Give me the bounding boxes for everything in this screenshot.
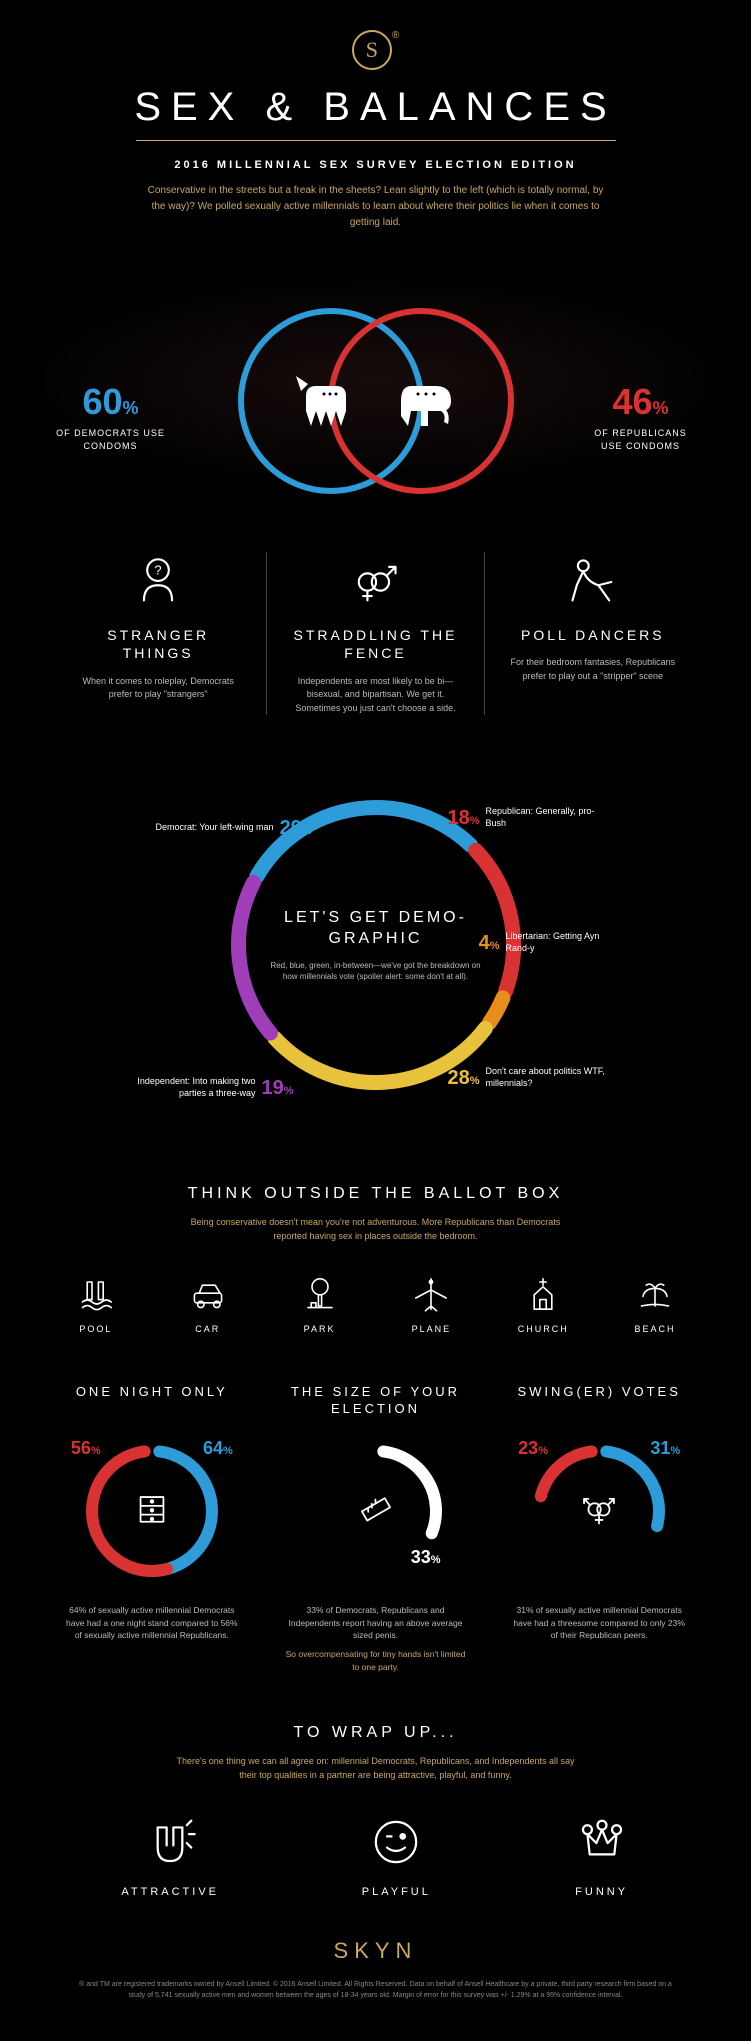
dancer-icon xyxy=(510,552,676,612)
ballot-title: THINK OUTSIDE THE BALLOT BOX xyxy=(50,1185,701,1203)
church-icon xyxy=(487,1274,599,1314)
democrat-stat: 60% OF DEMOCRATS USE CONDOMS xyxy=(56,381,166,452)
subtitle: 2016 MILLENNIAL SEX SURVEY ELECTION EDIT… xyxy=(50,159,701,171)
place-park: PARK xyxy=(264,1274,376,1334)
republican-stat: 46% OF REPUBLICANS USE CONDOMS xyxy=(586,381,696,452)
donut-label: 4% Libertarian: Getting Ayn Rand-y xyxy=(479,930,626,956)
reg-mark: ® xyxy=(392,30,399,41)
fact-body: Independents are most likely to be bi—bi… xyxy=(292,675,458,716)
wrapup-body: There's one thing we can all agree on: m… xyxy=(176,1754,576,1783)
gender-combo-icon xyxy=(292,552,458,612)
place-plane: PLANE xyxy=(375,1274,487,1334)
fact-title: STRADDLING THE FENCE xyxy=(292,626,458,662)
gauge-2: SWING(ER) VOTES 31%23% 31% of sexually a… xyxy=(497,1384,701,1674)
place-pool: POOL xyxy=(40,1274,152,1334)
fact-title: POLL DANCERS xyxy=(510,626,676,644)
gauges-row: ONE NIGHT ONLY 64%56% 64% of sexually ac… xyxy=(50,1384,701,1674)
beach-icon xyxy=(599,1274,711,1314)
place-car: CAR xyxy=(152,1274,264,1334)
park-icon xyxy=(264,1274,376,1314)
intro-text: Conservative in the streets but a freak … xyxy=(146,183,606,231)
wrapup-attractive: ATTRACTIVE xyxy=(121,1812,219,1898)
main-title: SEX & BALANCES xyxy=(50,85,701,130)
gauge-body: 31% of sexually active millennial Democr… xyxy=(509,1604,689,1642)
gauge-title: SWING(ER) VOTES xyxy=(497,1384,701,1418)
fact-col-1: STRADDLING THE FENCE Independents are mo… xyxy=(267,552,484,715)
place-church: CHURCH xyxy=(487,1274,599,1334)
fact-col-2: POLL DANCERS For their bedroom fantasies… xyxy=(485,552,701,715)
logo-top: S® xyxy=(50,30,701,70)
gauge-1: THE SIZE OF YOUR ELECTION 33% 33% of Dem… xyxy=(274,1384,478,1674)
gender-mix-icon xyxy=(577,1486,621,1535)
places-row: POOL CAR PARK PLANE CHURCH BEACH xyxy=(40,1274,711,1334)
three-facts-row: ? STRANGER THINGS When it comes to rolep… xyxy=(50,552,701,715)
gauge-body: 64% of sexually active millennial Democr… xyxy=(62,1604,242,1642)
wrapup-title: TO WRAP UP... xyxy=(50,1724,701,1742)
wrapup-funny: FUNNY xyxy=(574,1812,630,1898)
brand-footer: SKYN xyxy=(50,1938,701,1964)
gold-rule xyxy=(136,140,616,141)
wink-icon xyxy=(362,1812,431,1872)
venn-svg xyxy=(166,301,586,501)
magnet-icon xyxy=(121,1812,219,1872)
plane-icon xyxy=(375,1274,487,1314)
logo-badge: S xyxy=(352,30,392,70)
donut-label: 28% Don't care about politics WTF, mille… xyxy=(447,1065,605,1091)
gauge-title: ONE NIGHT ONLY xyxy=(50,1384,254,1418)
donut-label: 19% Independent: Into making two parties… xyxy=(136,1075,294,1101)
donut-label: 29% Democrat: Your left-wing man xyxy=(156,815,312,841)
donut-label: 18% Republican: Generally, pro-Bush xyxy=(447,805,605,831)
wrapup-row: ATTRACTIVE PLAYFUL FUNNY xyxy=(50,1812,701,1898)
svg-text:?: ? xyxy=(155,563,162,578)
ballot-body: Being conservative doesn't mean you're n… xyxy=(176,1215,576,1244)
dresser-icon xyxy=(130,1486,174,1535)
fact-col-0: ? STRANGER THINGS When it comes to rolep… xyxy=(50,552,267,715)
fact-body: When it comes to roleplay, Democrats pre… xyxy=(75,675,241,702)
ruler-icon xyxy=(354,1486,398,1535)
pool-icon xyxy=(40,1274,152,1314)
car-icon xyxy=(152,1274,264,1314)
wrapup-playful: PLAYFUL xyxy=(362,1812,431,1898)
gauge-body: 33% of Democrats, Republicans and Indepe… xyxy=(286,1604,466,1674)
fact-title: STRANGER THINGS xyxy=(75,626,241,662)
legal-text: ® and TM are registered trademarks owned… xyxy=(50,1980,701,2021)
question-person-icon: ? xyxy=(75,552,241,612)
fact-body: For their bedroom fantasies, Republicans… xyxy=(510,656,676,683)
gauge-0: ONE NIGHT ONLY 64%56% 64% of sexually ac… xyxy=(50,1384,254,1674)
gauge-title: THE SIZE OF YOUR ELECTION xyxy=(274,1384,478,1418)
place-beach: BEACH xyxy=(599,1274,711,1334)
venn-section: 60% OF DEMOCRATS USE CONDOMS 46% OF REPU… xyxy=(0,271,751,492)
crown-icon xyxy=(574,1812,630,1872)
